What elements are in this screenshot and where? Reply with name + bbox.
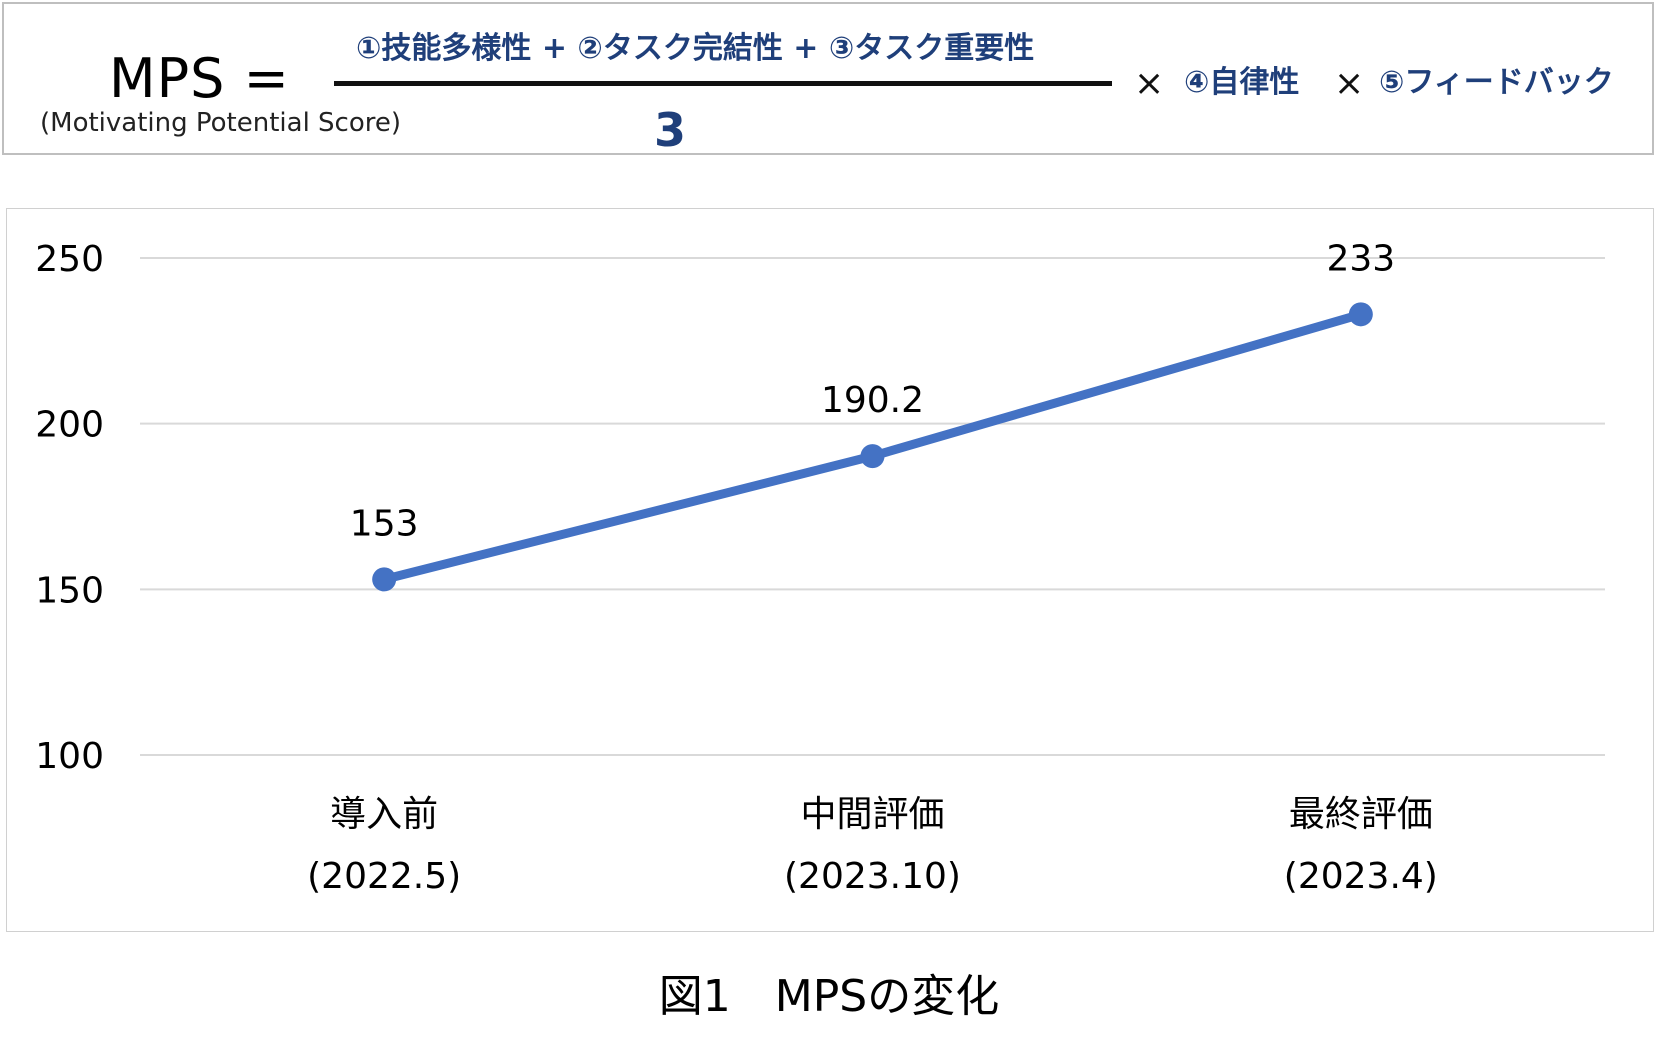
fraction-bar <box>334 81 1112 86</box>
formula-denominator: 3 <box>654 103 687 157</box>
y-tick-labels: 100 150 200 250 <box>35 239 104 777</box>
formula-panel: MPS = (Motivating Potential Score) ①技能多様… <box>2 2 1654 155</box>
series-layer <box>372 302 1373 592</box>
times-symbol-2: × <box>1334 63 1365 104</box>
formula-lhs-note: (Motivating Potential Score) <box>40 108 402 138</box>
formula-factor-autonomy: ④自律性 <box>1184 65 1300 100</box>
formula-lhs: MPS = <box>109 47 290 110</box>
formula-factor-feedback: ⑤フィードバック <box>1379 65 1614 100</box>
y-tick-label-100: 100 <box>35 736 104 777</box>
grid-lines <box>140 257 1605 756</box>
y-tick-label-150: 150 <box>35 570 104 611</box>
data-label-0: 153 <box>350 503 419 544</box>
data-point-1 <box>860 444 885 469</box>
y-tick-label-250: 250 <box>35 239 104 280</box>
y-tick-label-200: 200 <box>35 405 104 446</box>
x-tick-label-1-1: (2023.10) <box>784 856 961 897</box>
figure-caption: 図1 MPSの変化 <box>658 971 1000 1022</box>
x-tick-label-1-0: 中間評価 <box>800 794 944 835</box>
data-point-0 <box>372 567 397 592</box>
formula-numerator: ①技能多様性 + ②タスク完結性 + ③タスク重要性 <box>356 31 1035 66</box>
times-symbol-1: × <box>1134 63 1165 104</box>
x-tick-label-0-1: (2022.5) <box>307 856 461 897</box>
x-tick-labels: 導入前 (2022.5) 中間評価 (2023.10) 最終評価 (2023.4) <box>307 794 1438 897</box>
data-point-2 <box>1348 302 1373 327</box>
chart-panel <box>6 208 1654 932</box>
x-tick-label-0-0: 導入前 <box>330 794 438 835</box>
x-tick-label-2-0: 最終評価 <box>1289 794 1433 835</box>
x-tick-label-2-1: (2023.4) <box>1284 856 1438 897</box>
data-label-1: 190.2 <box>821 380 924 421</box>
data-labels: 153 190.2 233 <box>350 238 1395 544</box>
data-label-2: 233 <box>1326 238 1395 279</box>
